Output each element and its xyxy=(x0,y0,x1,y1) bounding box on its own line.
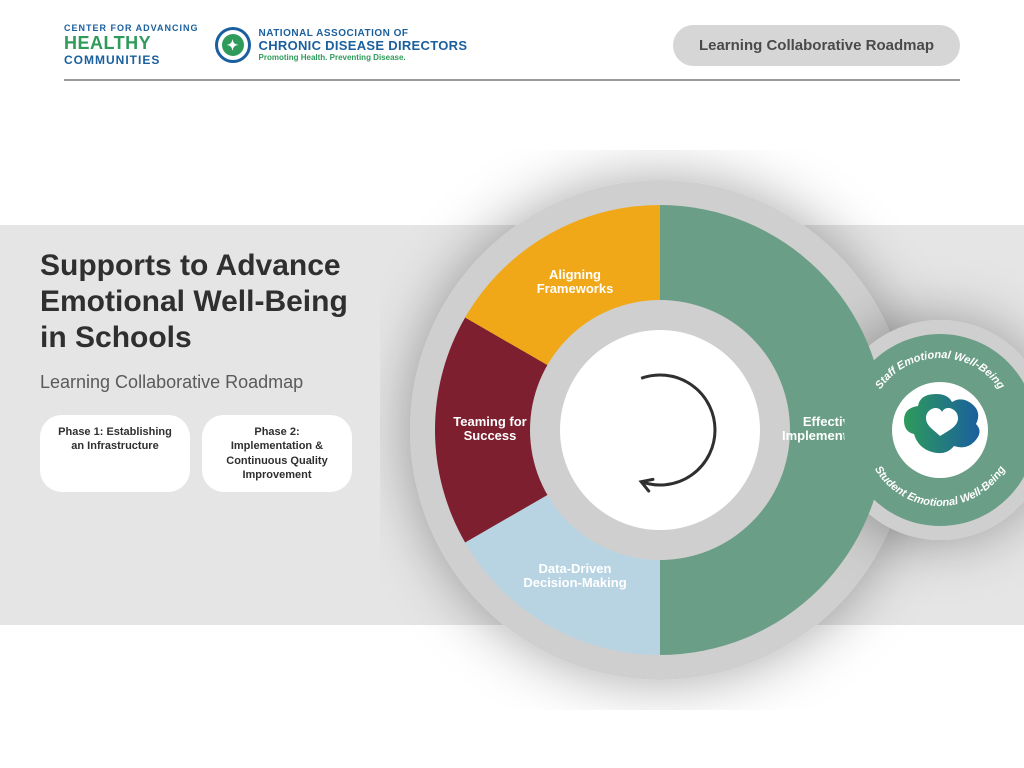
page-title: Supports to Advance Emotional Well-Being… xyxy=(40,248,380,356)
logo1-line2: HEALTHY xyxy=(64,34,199,54)
page-subtitle: Learning Collaborative Roadmap xyxy=(40,372,380,393)
logo-healthy-communities: CENTER FOR ADVANCING HEALTHY COMMUNITIES xyxy=(64,24,199,67)
logo-nacdd: ✦ NATIONAL ASSOCIATION OF CHRONIC DISEAS… xyxy=(215,27,468,63)
svg-text:Teaming forSuccess: Teaming forSuccess xyxy=(453,414,526,443)
logo-group: CENTER FOR ADVANCING HEALTHY COMMUNITIES… xyxy=(64,24,467,67)
phase-2-pill: Phase 2: Implementation & Continuous Qua… xyxy=(202,415,352,492)
header-divider xyxy=(64,79,960,81)
logo1-line3: COMMUNITIES xyxy=(64,54,199,67)
nacdd-icon: ✦ xyxy=(215,27,251,63)
svg-text:Data-DrivenDecision-Making: Data-DrivenDecision-Making xyxy=(523,562,626,591)
left-content: Supports to Advance Emotional Well-Being… xyxy=(40,248,380,492)
header: CENTER FOR ADVANCING HEALTHY COMMUNITIES… xyxy=(0,0,1024,79)
roadmap-badge: Learning Collaborative Roadmap xyxy=(673,25,960,66)
logo2-line3: Promoting Health. Preventing Disease. xyxy=(259,54,468,63)
roadmap-wheel-chart: EffectiveImplementationData-DrivenDecisi… xyxy=(380,150,1024,710)
phase-1-pill: Phase 1: Establishing an Infrastructure xyxy=(40,415,190,492)
phase-pill-row: Phase 1: Establishing an Infrastructure … xyxy=(40,415,380,492)
logo2-line2: CHRONIC DISEASE DIRECTORS xyxy=(259,39,468,53)
